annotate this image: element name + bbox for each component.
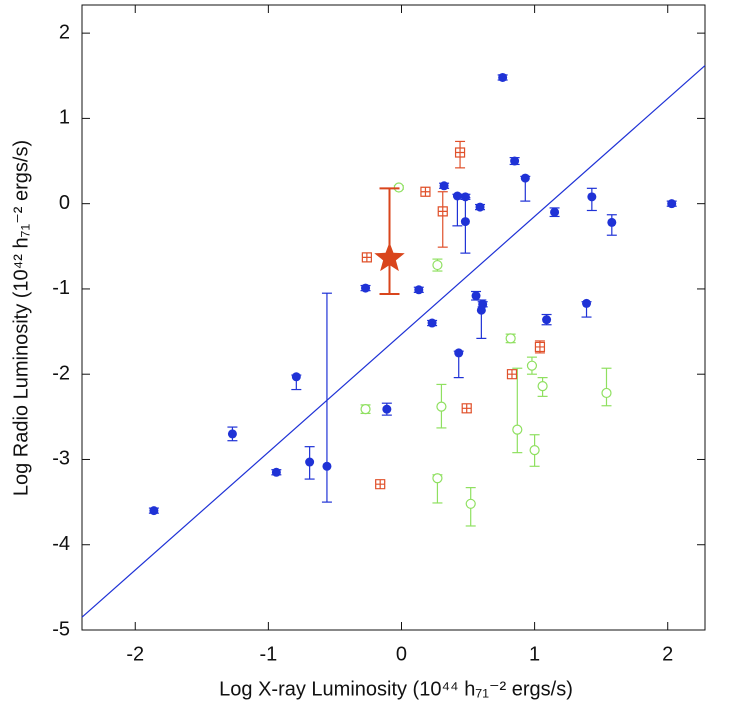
- point: [471, 291, 481, 301]
- x-axis-label: Log X-ray Luminosity (10⁴⁴ h₇₁⁻² ergs/s): [219, 678, 573, 700]
- plot-frame: [81, 4, 706, 631]
- point: [375, 479, 386, 490]
- point: [520, 173, 530, 183]
- y-tick-label: -4: [52, 533, 70, 555]
- y-tick-label: 1: [59, 107, 70, 129]
- point: [414, 285, 424, 295]
- point: [478, 299, 488, 309]
- point: [534, 341, 546, 353]
- point: [506, 369, 518, 380]
- point: [360, 404, 371, 415]
- y-axis-label: Log Radio Luminosity (10⁴² h₇₁⁻² ergs/s): [10, 140, 32, 496]
- x-tick-label: -2: [126, 643, 144, 665]
- point: [382, 404, 392, 414]
- point: [529, 444, 540, 456]
- point: [526, 360, 538, 371]
- point: [512, 424, 523, 435]
- x-tick-label: 1: [529, 643, 540, 665]
- point: [437, 206, 448, 217]
- point: [305, 457, 315, 467]
- point: [436, 401, 447, 412]
- point: [607, 217, 617, 227]
- point: [227, 429, 237, 439]
- point: [291, 372, 301, 382]
- y-tick-label: -1: [52, 277, 70, 299]
- point: [465, 498, 476, 509]
- point: [361, 283, 371, 293]
- point: [452, 191, 462, 201]
- point: [587, 192, 597, 202]
- point: [374, 242, 405, 272]
- point: [601, 387, 612, 399]
- point: [460, 192, 470, 202]
- point: [550, 207, 560, 217]
- y-tick-label: -2: [52, 362, 70, 384]
- point: [322, 461, 332, 471]
- point: [510, 156, 520, 166]
- point: [420, 186, 431, 197]
- x-tick-label: 2: [662, 643, 673, 665]
- point: [439, 181, 449, 191]
- point: [475, 202, 485, 212]
- point: [537, 381, 548, 392]
- y-tick-label: -5: [52, 618, 70, 640]
- point: [149, 506, 159, 516]
- point: [432, 259, 443, 271]
- point: [542, 315, 552, 325]
- x-tick-label: -1: [259, 643, 277, 665]
- point: [667, 199, 677, 209]
- y-tick-label: 0: [59, 192, 70, 214]
- point: [461, 403, 472, 414]
- point: [432, 473, 443, 484]
- fit-line: [81, 65, 706, 618]
- x-tick-label: 0: [396, 643, 407, 665]
- y-tick-label: 2: [59, 21, 70, 43]
- point: [454, 147, 466, 158]
- point: [582, 298, 592, 308]
- point: [361, 252, 372, 263]
- point: [460, 217, 470, 227]
- point: [498, 72, 508, 82]
- y-tick-label: -3: [52, 448, 70, 470]
- point: [427, 318, 437, 328]
- point: [454, 348, 464, 358]
- point: [505, 333, 516, 344]
- point: [271, 467, 281, 477]
